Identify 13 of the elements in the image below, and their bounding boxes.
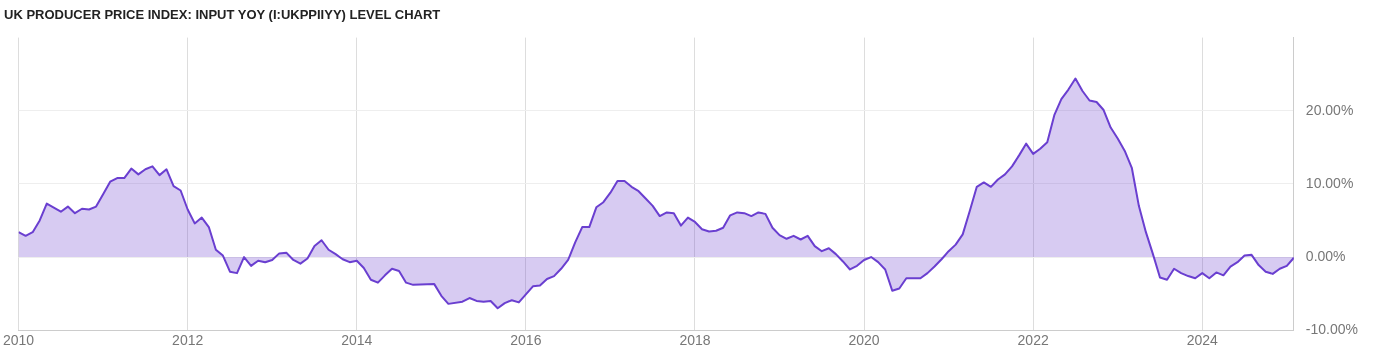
y-tick-label: 10.00% — [1305, 174, 1354, 191]
x-tick-label: 2014 — [341, 332, 373, 349]
y-tick-label: -10.00% — [1305, 321, 1359, 338]
x-tick-label: 2010 — [2, 332, 35, 349]
y-tick-label: 0.00% — [1305, 247, 1346, 264]
x-tick-label: 2012 — [172, 332, 204, 349]
x-tick-label: 2018 — [679, 332, 711, 349]
x-tick-label: 2022 — [1017, 332, 1049, 349]
y-tick-label: 20.00% — [1305, 101, 1354, 118]
x-tick-label: 2020 — [848, 332, 880, 349]
x-tick-label: 2016 — [510, 332, 542, 349]
chart-title: UK PRODUCER PRICE INDEX: INPUT YOY (I:UKPPIIYY) LEVEL CHART — [4, 7, 441, 23]
x-tick-label: 2024 — [1186, 332, 1219, 349]
